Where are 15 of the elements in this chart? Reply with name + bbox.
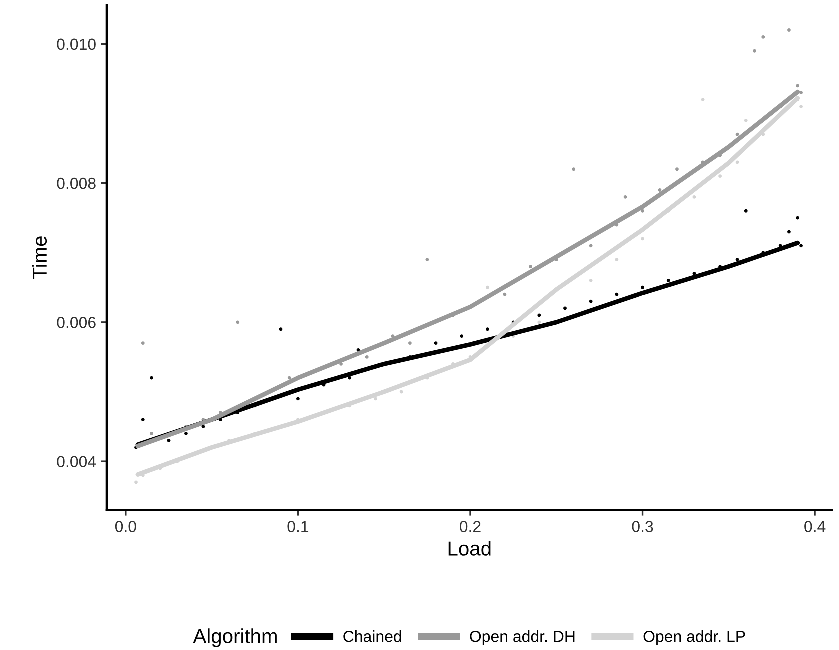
x-tick-label: 0.4: [804, 521, 826, 532]
x-axis-title: Load: [448, 541, 491, 556]
y-tick-label: 0.004: [57, 456, 96, 468]
x-tick-label: 0.3: [632, 521, 654, 532]
legend-label: Chained: [344, 630, 402, 642]
y-tick-label: 0.006: [57, 317, 96, 328]
x-tick-label: 0.0: [115, 521, 136, 532]
y-tick-label: 0.008: [57, 178, 96, 190]
x-tick-label: 0.2: [460, 521, 481, 532]
legend-title: Algorithm: [193, 628, 277, 648]
y-axis-title: Time: [32, 236, 48, 280]
y-tick-label: 0.010: [57, 38, 96, 50]
legend-label: Open addr. LP: [644, 630, 746, 646]
x-tick-label: 0.1: [288, 521, 309, 532]
legend-label: Open addr. DH: [470, 630, 575, 646]
